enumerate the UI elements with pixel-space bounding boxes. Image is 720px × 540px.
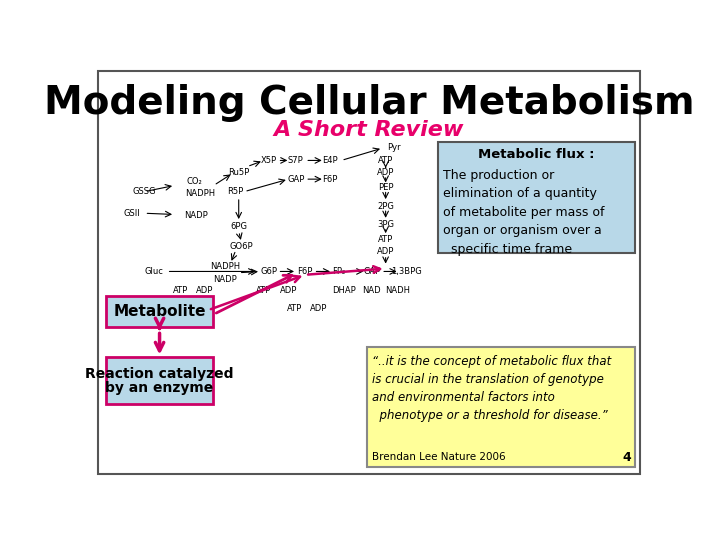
Text: ADP: ADP bbox=[377, 247, 395, 256]
Text: by an enzyme: by an enzyme bbox=[105, 381, 214, 395]
Text: E4P: E4P bbox=[323, 156, 338, 165]
Text: ATP: ATP bbox=[173, 287, 188, 295]
Text: ATP: ATP bbox=[256, 287, 271, 295]
Text: 3PG: 3PG bbox=[377, 220, 394, 228]
Text: R5P: R5P bbox=[227, 187, 243, 196]
Text: ADP: ADP bbox=[196, 287, 213, 295]
Text: F6P: F6P bbox=[297, 267, 313, 276]
Text: X5P: X5P bbox=[261, 156, 277, 165]
Text: CO₂: CO₂ bbox=[186, 177, 202, 186]
FancyBboxPatch shape bbox=[367, 347, 636, 467]
Text: NAD: NAD bbox=[362, 287, 381, 295]
Text: GO6P: GO6P bbox=[230, 242, 253, 251]
FancyBboxPatch shape bbox=[106, 357, 213, 403]
Text: PEP: PEP bbox=[378, 183, 393, 192]
Text: Metabolic flux :: Metabolic flux : bbox=[478, 147, 595, 160]
Text: ATP: ATP bbox=[378, 235, 393, 244]
Text: 6PG: 6PG bbox=[230, 222, 247, 232]
Text: G6P: G6P bbox=[261, 267, 278, 276]
FancyBboxPatch shape bbox=[106, 296, 213, 327]
Text: Ru5P: Ru5P bbox=[228, 168, 249, 178]
Text: Pyr: Pyr bbox=[387, 144, 401, 152]
Text: GSSG: GSSG bbox=[132, 187, 156, 196]
FancyBboxPatch shape bbox=[438, 142, 634, 253]
Text: 2PG: 2PG bbox=[377, 201, 394, 211]
Text: “..it is the concept of metabolic flux that
is crucial in the translation of gen: “..it is the concept of metabolic flux t… bbox=[372, 355, 611, 422]
Text: NADP: NADP bbox=[184, 211, 208, 220]
Text: NADH: NADH bbox=[385, 287, 410, 295]
FancyBboxPatch shape bbox=[98, 71, 640, 475]
Text: Reaction catalyzed: Reaction catalyzed bbox=[85, 367, 234, 381]
Text: GAP: GAP bbox=[363, 267, 380, 276]
Text: FP₂: FP₂ bbox=[332, 267, 345, 276]
Text: 1,3BPG: 1,3BPG bbox=[391, 267, 421, 276]
Text: ATP: ATP bbox=[378, 156, 393, 165]
Text: ADP: ADP bbox=[377, 168, 395, 178]
Text: A Short Review: A Short Review bbox=[274, 120, 464, 140]
Text: ADP: ADP bbox=[310, 303, 328, 313]
Text: DHAP: DHAP bbox=[332, 287, 356, 295]
Text: GAP: GAP bbox=[287, 174, 305, 184]
Text: Modeling Cellular Metabolism: Modeling Cellular Metabolism bbox=[44, 84, 694, 122]
Text: ADP: ADP bbox=[280, 287, 297, 295]
Text: NADPH: NADPH bbox=[210, 262, 240, 271]
Text: NADP: NADP bbox=[213, 275, 237, 284]
Text: 4: 4 bbox=[622, 451, 631, 464]
Text: Gluc: Gluc bbox=[145, 267, 163, 276]
Text: ATP: ATP bbox=[287, 303, 302, 313]
Text: The production or
elimination of a quantity
of metabolite per mass of
organ or o: The production or elimination of a quant… bbox=[443, 168, 604, 256]
Text: Brendan Lee Nature 2006: Brendan Lee Nature 2006 bbox=[372, 453, 505, 462]
Text: NADPH: NADPH bbox=[185, 189, 215, 198]
Text: S7P: S7P bbox=[288, 156, 304, 165]
Text: F6P: F6P bbox=[323, 174, 338, 184]
Text: GSII: GSII bbox=[123, 209, 140, 218]
Text: Metabolite: Metabolite bbox=[113, 303, 206, 319]
